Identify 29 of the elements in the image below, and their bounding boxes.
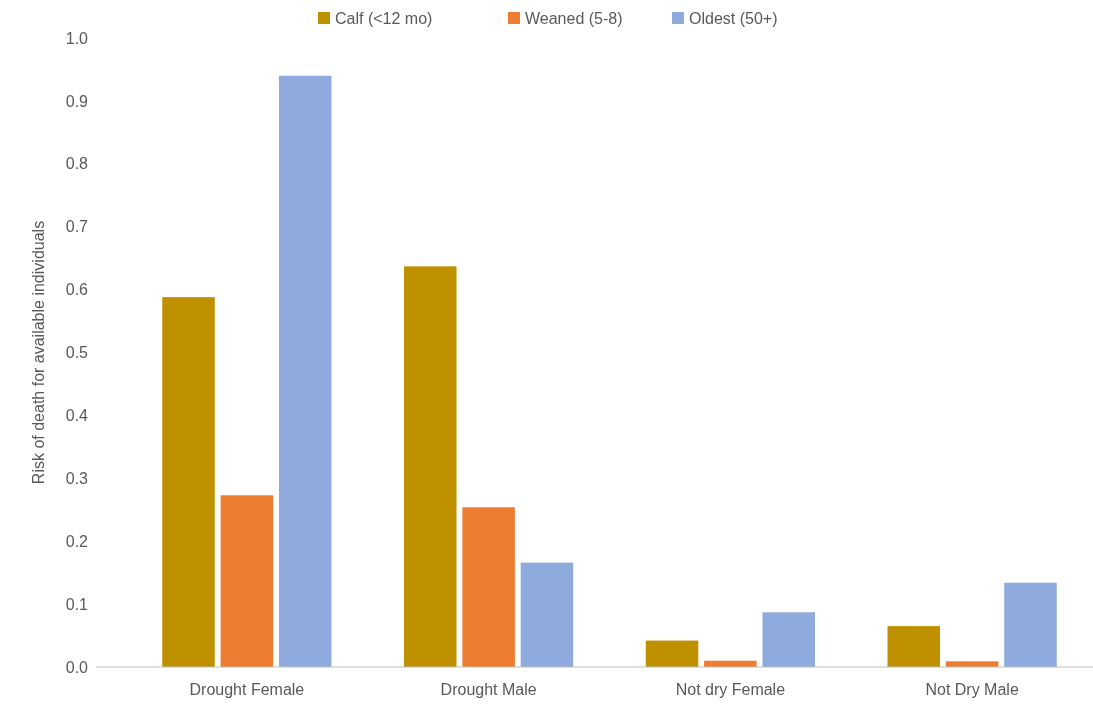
y-tick-label: 0.0 [65, 658, 89, 676]
y-tick-label: 0.4 [65, 407, 89, 424]
x-tick-label: Not dry Female [675, 681, 786, 698]
bar [462, 507, 515, 667]
legend-label: Weaned (5-8) [525, 10, 623, 27]
x-tick-label: Not Dry Male [925, 681, 1019, 698]
bar [162, 297, 215, 667]
bar [278, 75, 332, 667]
y-axis-title: Risk of death for available individuals [30, 220, 47, 485]
y-tick-label: 0.1 [65, 595, 89, 613]
bar [762, 612, 815, 667]
bar [1004, 582, 1057, 667]
x-tick-label: Drought Male [440, 681, 537, 698]
y-tick-label: 0.2 [65, 532, 89, 550]
y-tick-label: 0.6 [65, 281, 89, 299]
legend-label: Calf (<12 mo) [335, 10, 433, 27]
y-tick-label: 0.3 [65, 469, 89, 487]
y-tick-label: 0.5 [65, 344, 89, 362]
bar [645, 640, 699, 667]
x-tick-label: Drought Female [189, 681, 305, 698]
bar [887, 626, 941, 667]
y-tick-label: 1.0 [65, 29, 89, 47]
y-tick-label: 0.8 [65, 155, 89, 173]
bar [520, 562, 574, 667]
bar [404, 266, 457, 667]
legend-label: Oldest (50+) [689, 10, 778, 27]
y-tick-label: 0.7 [65, 218, 89, 236]
y-tick-label: 0.9 [65, 92, 89, 110]
bar [220, 495, 274, 667]
